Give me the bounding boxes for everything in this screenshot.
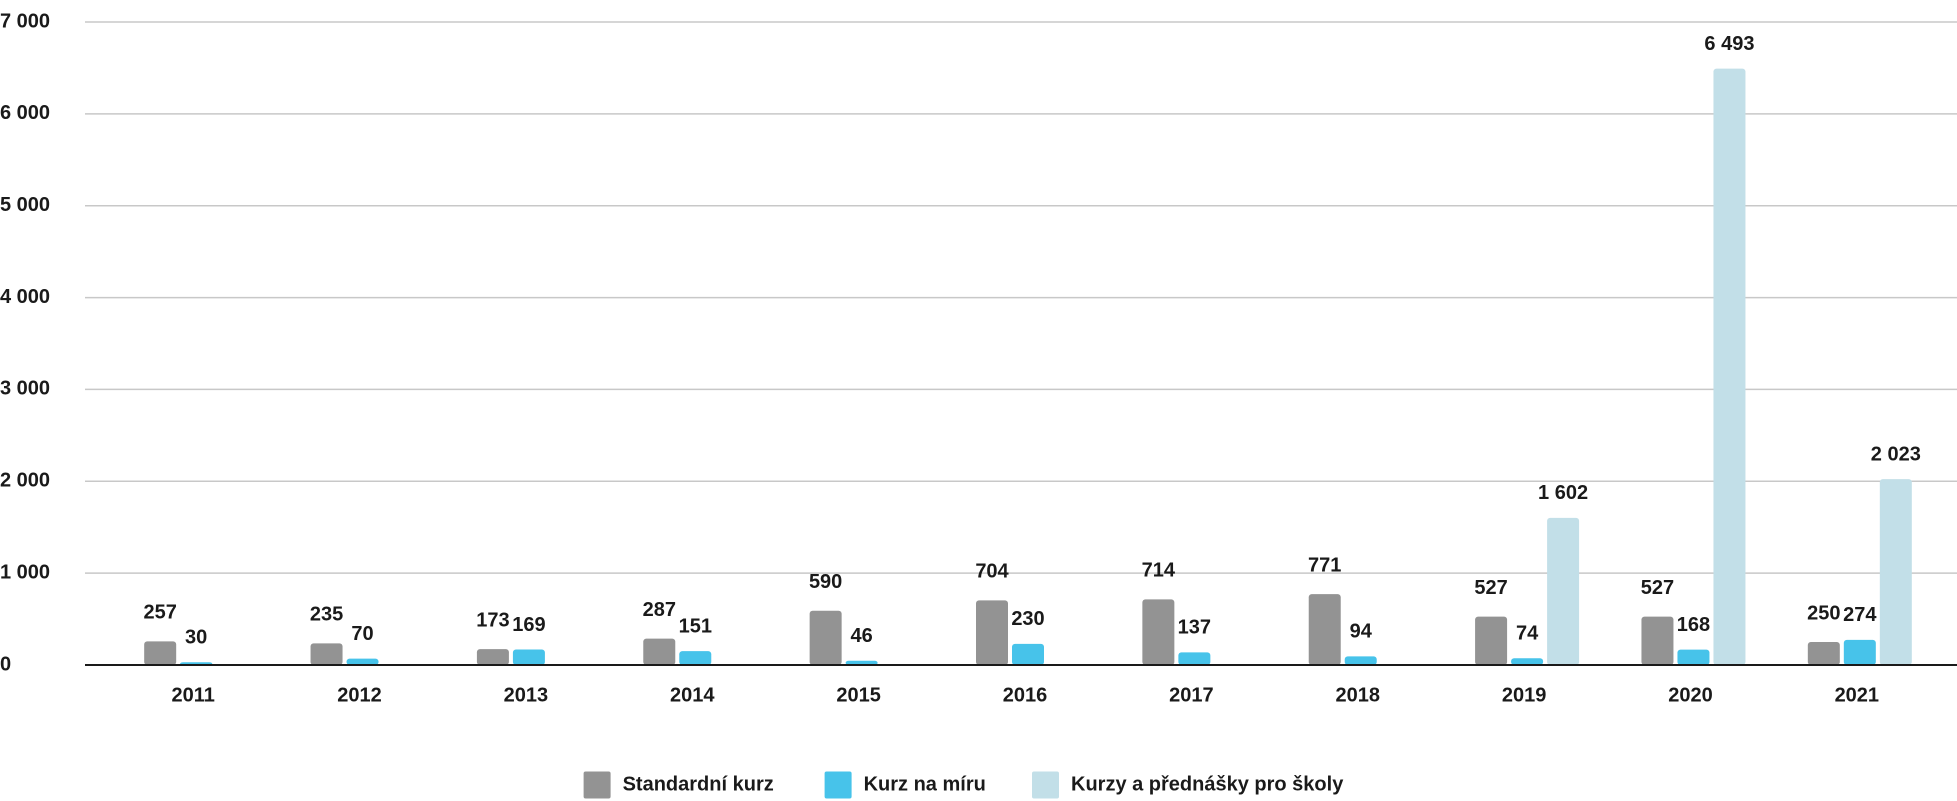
bar	[643, 638, 676, 665]
data-label: 527	[1641, 577, 1674, 599]
bar	[346, 658, 379, 665]
y-tick-label: 2 000	[0, 470, 50, 492]
bar	[1677, 649, 1710, 665]
legend-label: Kurz na míru	[864, 773, 986, 795]
y-tick-label: 0	[0, 653, 11, 675]
data-label: 46	[851, 625, 873, 647]
bar	[310, 643, 343, 665]
x-tick-label: 2017	[1169, 684, 1214, 706]
bar	[1344, 656, 1377, 665]
data-label: 714	[1142, 560, 1176, 582]
data-label: 137	[1178, 617, 1211, 639]
data-label: 151	[679, 615, 712, 637]
y-tick-label: 3 000	[0, 378, 50, 400]
data-label: 771	[1308, 554, 1341, 576]
x-tick-label: 2015	[836, 684, 881, 706]
y-tick-label: 7 000	[0, 10, 50, 32]
x-tick-label: 2014	[670, 684, 715, 706]
x-tick-label: 2021	[1835, 684, 1880, 706]
legend-swatch	[824, 771, 852, 799]
data-label: 70	[351, 623, 373, 645]
bar	[845, 660, 878, 665]
bar	[1012, 643, 1044, 665]
x-tick-label: 2012	[337, 684, 382, 706]
data-label: 287	[643, 599, 676, 621]
bar	[144, 641, 177, 665]
bar	[1142, 599, 1175, 665]
bar	[1843, 639, 1876, 665]
data-label: 230	[1011, 608, 1044, 630]
bar	[512, 649, 545, 665]
data-label: 2 023	[1871, 443, 1921, 465]
legend-label: Kurzy a přednášky pro školy	[1071, 773, 1344, 795]
y-tick-label: 4 000	[0, 286, 50, 308]
bar	[1308, 594, 1341, 665]
data-label: 74	[1516, 622, 1539, 644]
data-label: 6 493	[1704, 33, 1754, 55]
bar	[1547, 517, 1580, 665]
legend-label: Standardní kurz	[623, 773, 774, 795]
x-tick-label: 2020	[1668, 684, 1713, 706]
bar	[1475, 616, 1508, 665]
x-tick-label: 2016	[1003, 684, 1048, 706]
data-label: 235	[310, 604, 343, 626]
data-label: 173	[476, 609, 509, 631]
data-label: 250	[1807, 602, 1840, 624]
bar	[1879, 479, 1912, 665]
y-tick-label: 5 000	[0, 194, 50, 216]
data-label: 257	[143, 602, 176, 624]
bar	[1641, 616, 1674, 665]
bar	[1178, 652, 1211, 665]
bar	[1713, 68, 1746, 665]
bar	[976, 600, 1008, 665]
data-label: 527	[1474, 577, 1507, 599]
bar	[809, 610, 842, 665]
data-label: 168	[1677, 614, 1710, 636]
bar	[679, 651, 712, 665]
legend-swatch	[1032, 771, 1059, 799]
data-label: 704	[975, 561, 1009, 583]
x-tick-label: 2018	[1335, 684, 1380, 706]
bar	[1511, 658, 1544, 665]
y-tick-label: 1 000	[0, 561, 50, 583]
data-label: 94	[1350, 621, 1373, 643]
bar	[476, 649, 509, 665]
x-tick-label: 2011	[171, 684, 214, 706]
data-label: 1 602	[1538, 482, 1588, 504]
data-label: 169	[512, 614, 545, 636]
legend-swatch	[583, 771, 611, 799]
data-label: 30	[185, 627, 207, 649]
bar	[1807, 642, 1840, 665]
x-tick-label: 2013	[504, 684, 549, 706]
data-label: 274	[1843, 604, 1877, 626]
y-tick-label: 6 000	[0, 102, 50, 124]
x-tick-label: 2019	[1502, 684, 1547, 706]
data-label: 590	[809, 571, 842, 593]
